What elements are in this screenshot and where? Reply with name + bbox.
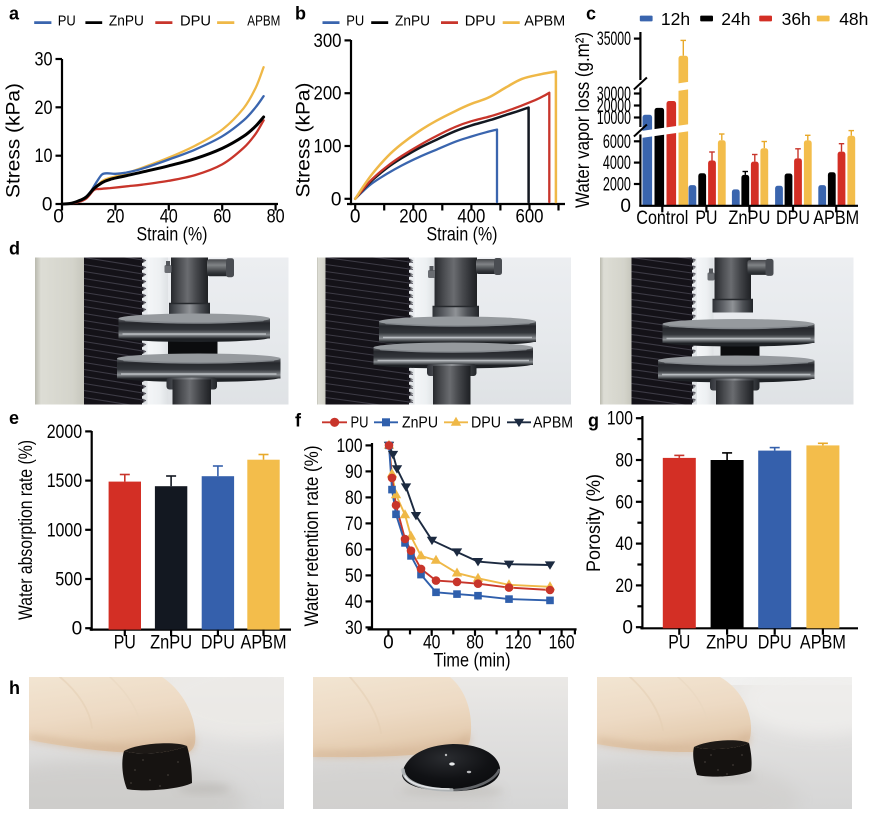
svg-text:80: 80 bbox=[345, 488, 363, 509]
svg-text:PU: PU bbox=[695, 208, 717, 229]
svg-text:c: c bbox=[586, 4, 596, 24]
svg-text:Water absorption rate (%): Water absorption rate (%) bbox=[16, 440, 37, 620]
svg-text:Porosity (%): Porosity (%) bbox=[584, 474, 605, 572]
svg-text:PU: PU bbox=[346, 12, 364, 29]
svg-text:0: 0 bbox=[53, 207, 64, 228]
svg-text:40: 40 bbox=[345, 592, 363, 613]
svg-text:DPU: DPU bbox=[758, 633, 792, 654]
svg-text:Stress (kPa): Stress (kPa) bbox=[294, 83, 315, 198]
svg-text:f: f bbox=[295, 411, 302, 431]
svg-text:100: 100 bbox=[314, 137, 342, 158]
svg-text:0: 0 bbox=[620, 196, 631, 217]
svg-text:ZnPU: ZnPU bbox=[402, 415, 438, 432]
svg-text:APBM: APBM bbox=[813, 208, 859, 229]
svg-text:20: 20 bbox=[106, 207, 124, 228]
svg-text:PU: PU bbox=[351, 415, 369, 432]
svg-text:40: 40 bbox=[423, 633, 441, 654]
svg-text:6000: 6000 bbox=[603, 132, 631, 153]
svg-text:DPU: DPU bbox=[201, 633, 235, 654]
svg-text:60: 60 bbox=[213, 207, 231, 228]
svg-text:160: 160 bbox=[549, 633, 575, 654]
svg-text:36h: 36h bbox=[782, 9, 811, 29]
svg-text:90: 90 bbox=[345, 462, 363, 483]
svg-text:b: b bbox=[295, 4, 306, 24]
svg-text:120: 120 bbox=[505, 633, 531, 654]
svg-text:0: 0 bbox=[42, 195, 53, 216]
svg-text:DPU: DPU bbox=[180, 12, 211, 29]
svg-text:60: 60 bbox=[615, 492, 633, 513]
svg-text:50: 50 bbox=[345, 566, 363, 587]
svg-text:1500: 1500 bbox=[47, 471, 83, 492]
svg-text:30: 30 bbox=[35, 50, 53, 71]
svg-text:1000: 1000 bbox=[47, 520, 83, 541]
svg-text:2000: 2000 bbox=[603, 175, 631, 196]
svg-text:DPU: DPU bbox=[465, 12, 496, 29]
svg-text:10: 10 bbox=[35, 146, 53, 167]
svg-text:200: 200 bbox=[399, 207, 427, 228]
svg-text:e: e bbox=[9, 408, 19, 428]
svg-text:ZnPU: ZnPU bbox=[395, 12, 430, 29]
svg-text:0: 0 bbox=[350, 207, 361, 228]
svg-text:20000: 20000 bbox=[597, 96, 631, 117]
svg-text:g: g bbox=[588, 411, 599, 431]
svg-text:0: 0 bbox=[383, 633, 394, 654]
svg-text:200: 200 bbox=[314, 84, 342, 105]
svg-text:80: 80 bbox=[466, 633, 484, 654]
svg-text:40: 40 bbox=[160, 207, 178, 228]
svg-text:70: 70 bbox=[345, 514, 363, 535]
svg-text:ZnPU: ZnPU bbox=[150, 633, 192, 654]
svg-text:ZnPU: ZnPU bbox=[728, 208, 770, 229]
svg-text:30000: 30000 bbox=[597, 84, 631, 105]
svg-text:h: h bbox=[9, 678, 20, 698]
svg-text:Strain (%): Strain (%) bbox=[427, 225, 498, 246]
svg-text:PU: PU bbox=[668, 633, 690, 654]
svg-text:APBM: APBM bbox=[241, 633, 287, 654]
svg-text:100: 100 bbox=[337, 436, 363, 457]
svg-text:APBM: APBM bbox=[533, 415, 573, 432]
svg-text:600: 600 bbox=[516, 207, 544, 228]
svg-text:20: 20 bbox=[35, 98, 53, 119]
svg-text:d: d bbox=[9, 239, 20, 259]
svg-text:APBM: APBM bbox=[800, 633, 846, 654]
svg-text:20: 20 bbox=[615, 576, 633, 597]
svg-text:APBM: APBM bbox=[524, 12, 565, 29]
svg-text:Stress (kPa): Stress (kPa) bbox=[4, 83, 25, 198]
svg-text:35000: 35000 bbox=[597, 29, 631, 50]
svg-text:300: 300 bbox=[314, 31, 342, 52]
svg-text:a: a bbox=[9, 4, 20, 24]
svg-text:DPU: DPU bbox=[776, 208, 810, 229]
svg-text:Control: Control bbox=[636, 208, 688, 229]
svg-text:80: 80 bbox=[267, 207, 285, 228]
svg-text:APBM: APBM bbox=[247, 12, 280, 29]
svg-text:Time (min): Time (min) bbox=[434, 651, 511, 672]
svg-text:PU: PU bbox=[114, 633, 136, 654]
svg-text:12h: 12h bbox=[661, 9, 690, 29]
svg-text:100: 100 bbox=[607, 409, 633, 430]
svg-text:60: 60 bbox=[345, 540, 363, 561]
svg-text:ZnPU: ZnPU bbox=[109, 12, 144, 29]
svg-text:80: 80 bbox=[615, 451, 633, 472]
svg-text:24h: 24h bbox=[721, 9, 750, 29]
svg-text:500: 500 bbox=[55, 570, 82, 591]
svg-text:PU: PU bbox=[58, 12, 76, 29]
svg-text:40: 40 bbox=[615, 534, 633, 555]
svg-text:2000: 2000 bbox=[47, 422, 83, 443]
svg-text:0: 0 bbox=[331, 189, 342, 210]
svg-text:Strain (%): Strain (%) bbox=[137, 225, 208, 246]
svg-text:Water retention rate (%): Water retention rate (%) bbox=[302, 446, 323, 627]
svg-text:30: 30 bbox=[345, 618, 363, 639]
svg-text:ZnPU: ZnPU bbox=[706, 633, 748, 654]
svg-text:0: 0 bbox=[622, 618, 633, 639]
svg-text:4000: 4000 bbox=[603, 153, 631, 174]
svg-text:400: 400 bbox=[457, 207, 485, 228]
svg-text:Water vapor loss (g.m²): Water vapor loss (g.m²) bbox=[573, 32, 594, 208]
svg-text:10000: 10000 bbox=[597, 108, 631, 129]
svg-text:48h: 48h bbox=[839, 9, 868, 29]
svg-text:0: 0 bbox=[72, 619, 83, 640]
svg-text:DPU: DPU bbox=[471, 415, 501, 432]
